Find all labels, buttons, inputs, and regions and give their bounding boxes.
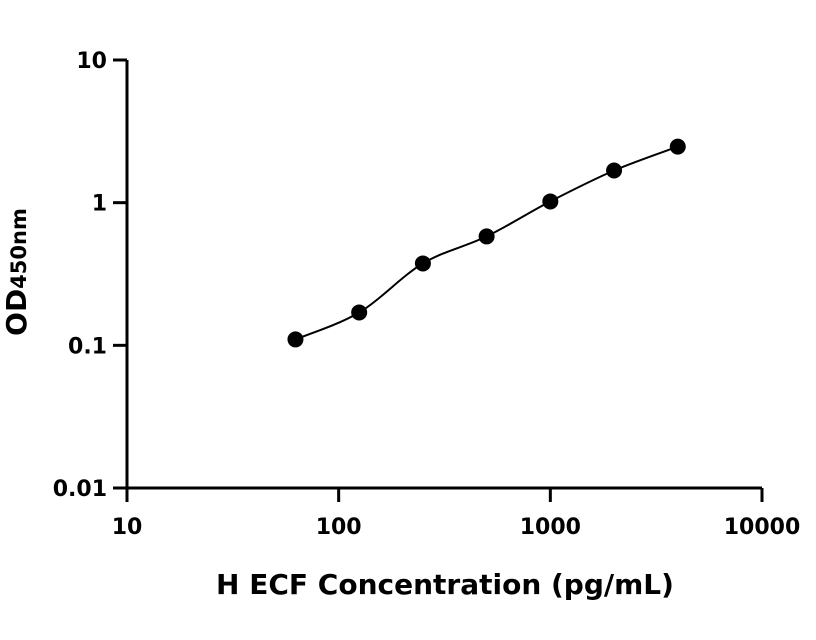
svg-text:OD450nm: OD450nm bbox=[0, 208, 33, 336]
data-point bbox=[351, 304, 368, 321]
x-tick-label: 10 bbox=[112, 515, 143, 540]
y-axis-title-main: OD bbox=[0, 289, 33, 336]
data-point bbox=[414, 255, 431, 272]
y-axis-title-subscript: 450nm bbox=[7, 208, 31, 289]
x-tick-label: 100 bbox=[316, 515, 362, 540]
data-point bbox=[606, 162, 623, 179]
data-point bbox=[478, 228, 495, 245]
x-axis-title: H ECF Concentration (pg/mL) bbox=[216, 568, 674, 601]
y-axis-title: OD450nm bbox=[0, 208, 33, 336]
y-tick-label: 10 bbox=[76, 49, 107, 74]
x-tick-label: 10000 bbox=[724, 515, 801, 540]
x-tick-label: 1000 bbox=[520, 515, 581, 540]
data-point bbox=[542, 193, 559, 210]
y-tick-label: 1 bbox=[92, 192, 107, 217]
data-point bbox=[669, 138, 686, 155]
x-axis: 10 100 1000 10000 bbox=[112, 486, 801, 540]
y-axis: 0.01 0.1 1 10 bbox=[53, 49, 129, 502]
y-tick-label: 0.01 bbox=[53, 477, 107, 502]
data-points bbox=[287, 138, 686, 348]
y-tick-label: 0.1 bbox=[68, 334, 107, 359]
data-point bbox=[287, 331, 304, 348]
